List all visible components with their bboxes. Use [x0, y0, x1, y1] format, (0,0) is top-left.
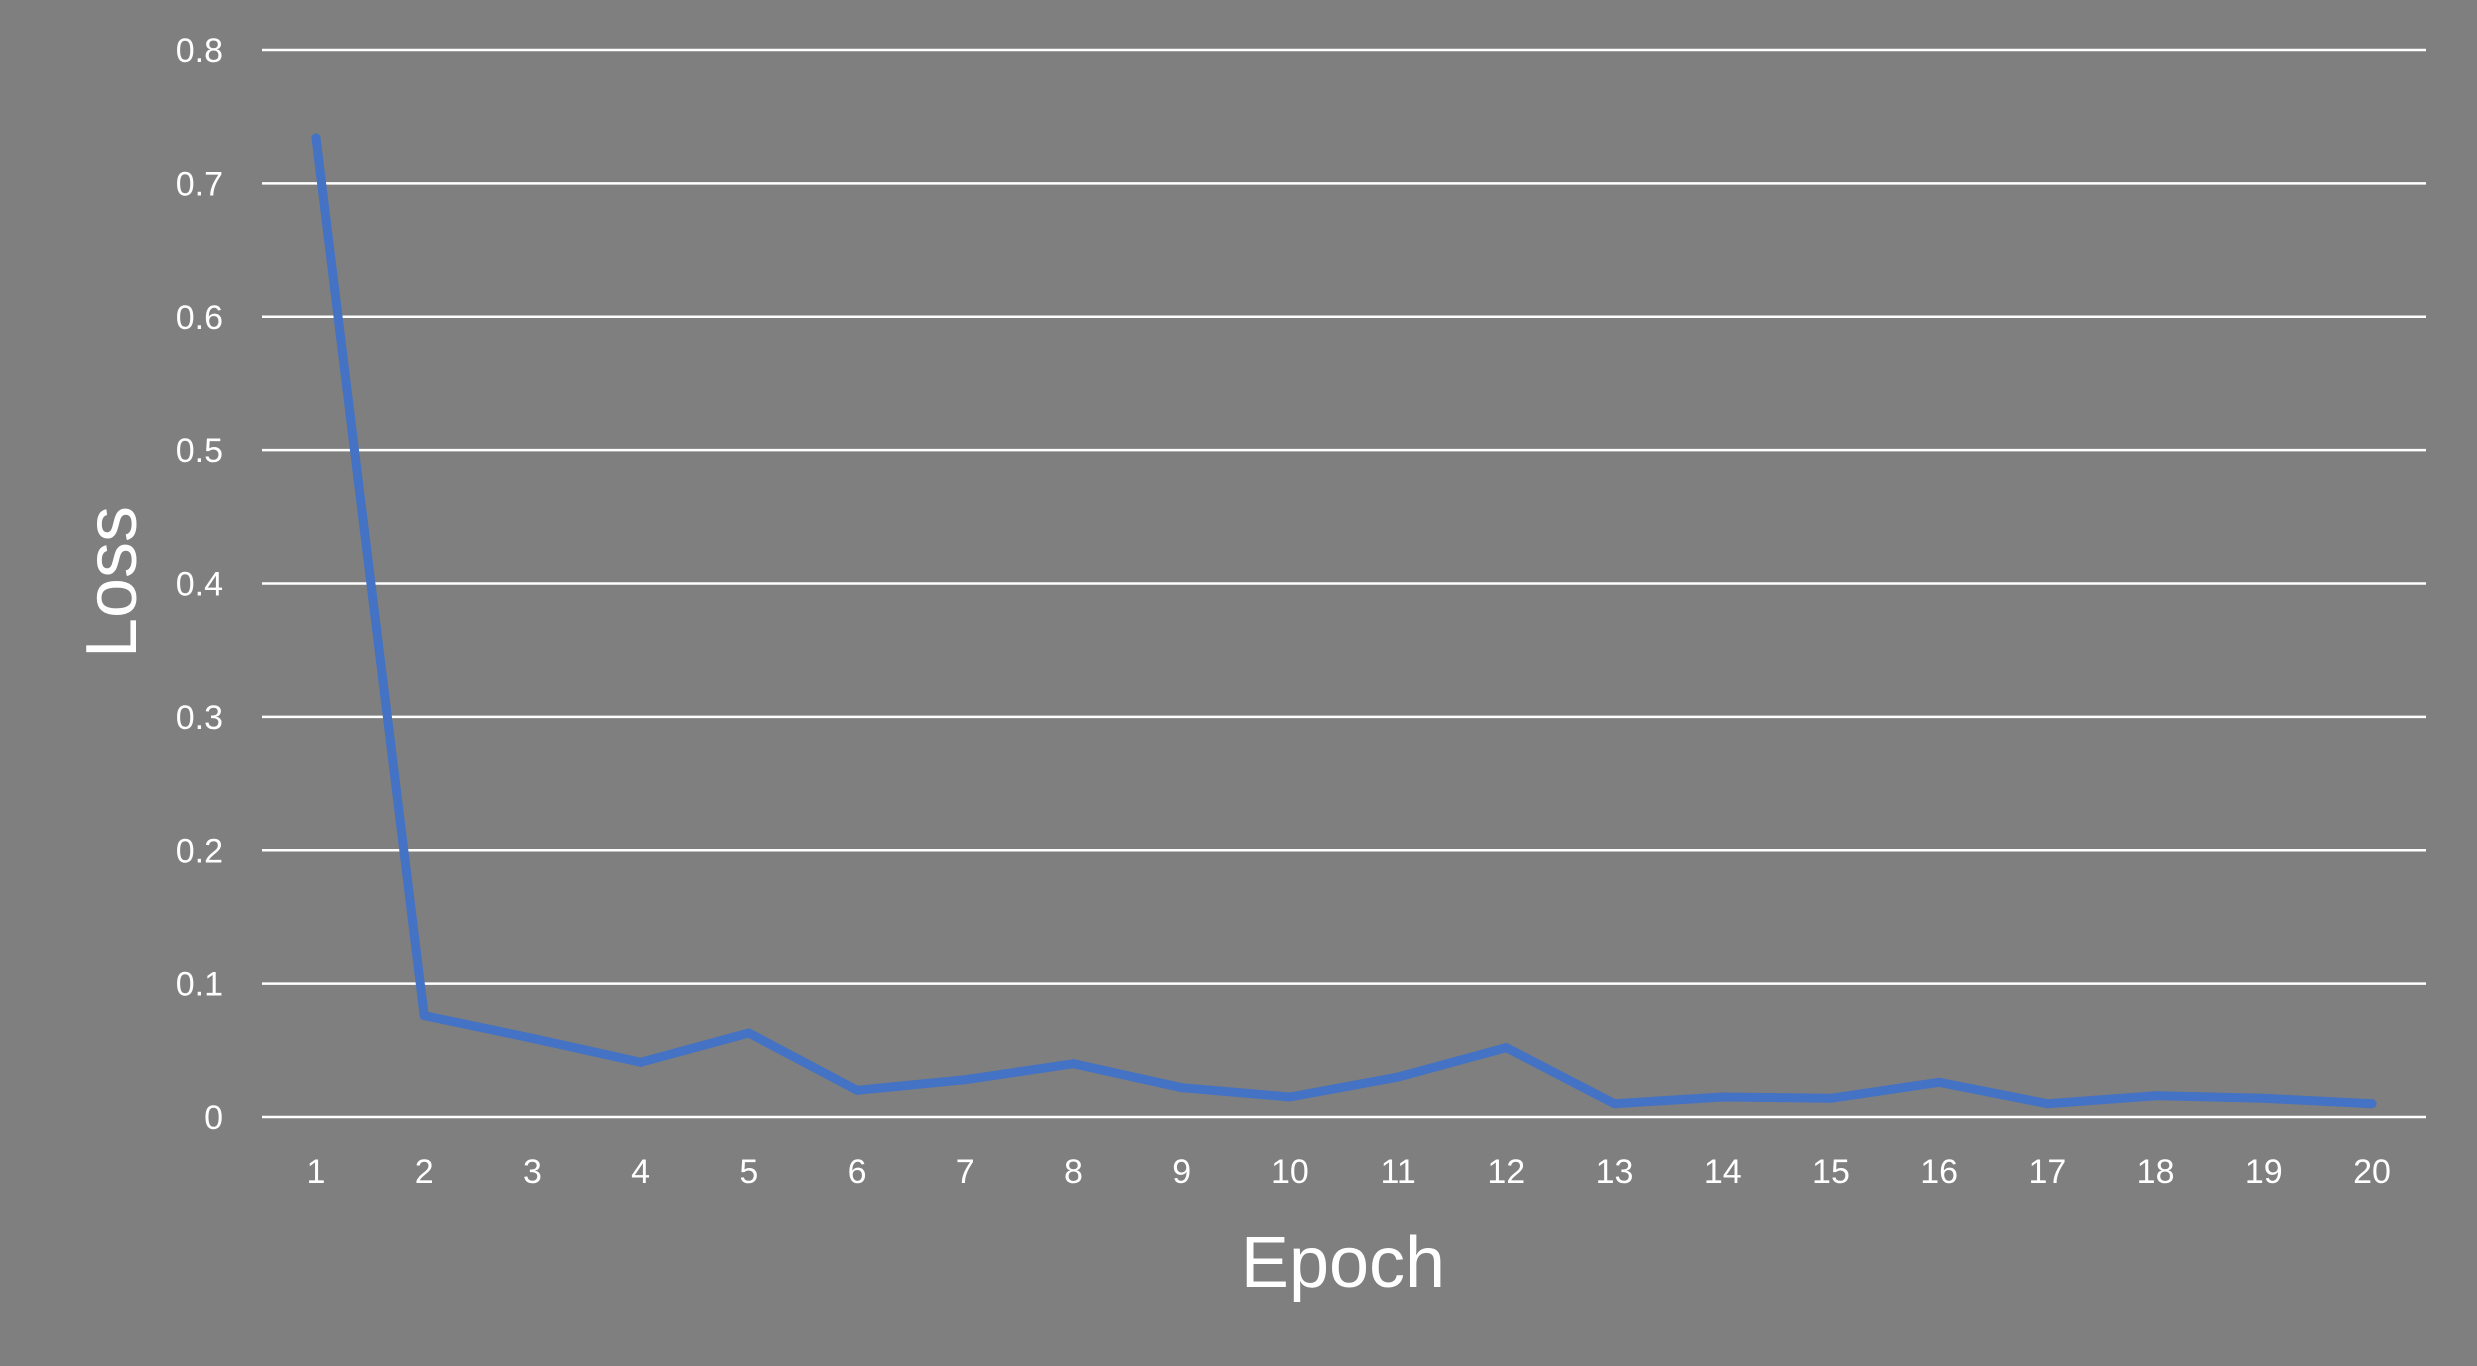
y-tick-label: 0.1 [176, 966, 223, 1004]
x-tick-label: 19 [2245, 1153, 2283, 1191]
series-line-0 [311, 133, 2377, 1109]
data-point-3 [527, 1033, 537, 1043]
data-point-13 [1610, 1099, 1620, 1109]
y-tick-label: 0.8 [176, 32, 223, 70]
data-point-6 [852, 1085, 862, 1095]
x-tick-label: 4 [631, 1153, 650, 1191]
data-point-9 [1177, 1083, 1187, 1093]
data-point-8 [1068, 1059, 1078, 1069]
y-tick-label: 0.6 [176, 299, 223, 337]
x-tick-label: 10 [1271, 1153, 1309, 1191]
data-point-17 [2042, 1099, 2052, 1109]
x-tick-label: 17 [2028, 1153, 2066, 1191]
x-tick-label: 1 [307, 1153, 326, 1191]
data-point-4 [636, 1057, 646, 1067]
data-point-18 [2151, 1091, 2161, 1101]
y-tick-label: 0.5 [176, 432, 223, 470]
data-point-11 [1393, 1072, 1403, 1082]
x-tick-label: 3 [523, 1153, 542, 1191]
data-point-1 [311, 133, 321, 143]
data-point-5 [744, 1028, 754, 1038]
x-tick-label: 12 [1487, 1153, 1525, 1191]
x-tick-label: 2 [415, 1153, 434, 1191]
x-tick-label: 13 [1596, 1153, 1634, 1191]
y-tick-label: 0.2 [176, 832, 223, 870]
data-point-7 [960, 1075, 970, 1085]
x-tick-label: 18 [2137, 1153, 2175, 1191]
x-tick-label: 15 [1812, 1153, 1850, 1191]
data-point-14 [1718, 1092, 1728, 1102]
x-axis-ticks: 1 2 3 4 5 6 7 8 9 10 11 12 13 14 15 16 17 18 19 20 [307, 1153, 2391, 1191]
data-point-19 [2259, 1093, 2269, 1103]
x-tick-label: 16 [1920, 1153, 1958, 1191]
x-tick-label: 5 [739, 1153, 758, 1191]
x-tick-label: 11 [1380, 1153, 1415, 1191]
gridlines [262, 48, 2426, 1119]
data-point-10 [1285, 1092, 1295, 1102]
x-tick-label: 7 [956, 1153, 975, 1191]
data-point-16 [1934, 1077, 1944, 1087]
x-tick-label: 14 [1704, 1153, 1742, 1191]
series-group [311, 133, 2377, 1109]
y-axis-title: Loss [72, 506, 152, 658]
y-tick-label: 0.4 [176, 566, 223, 604]
data-point-2 [419, 1011, 429, 1021]
x-tick-label: 9 [1172, 1153, 1191, 1191]
y-axis-ticks: 0 0.1 0.2 0.3 0.4 0.5 0.6 0.7 0.8 [176, 32, 223, 1137]
data-point-20 [2367, 1099, 2377, 1109]
x-tick-label: 6 [848, 1153, 867, 1191]
x-tick-label: 8 [1064, 1153, 1083, 1191]
y-tick-label: 0.3 [176, 699, 223, 737]
y-tick-label: 0.7 [176, 165, 223, 203]
y-tick-label: 0 [204, 1099, 223, 1137]
x-tick-label: 20 [2353, 1153, 2391, 1191]
data-point-15 [1826, 1093, 1836, 1103]
data-point-12 [1501, 1043, 1511, 1053]
x-axis-title: Epoch [1241, 1223, 1445, 1303]
